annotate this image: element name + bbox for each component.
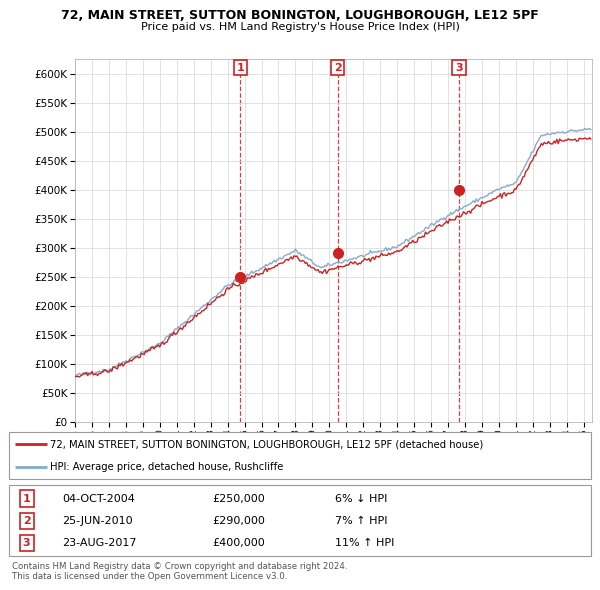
Text: 3: 3 — [455, 63, 463, 73]
Text: 6% ↓ HPI: 6% ↓ HPI — [335, 494, 388, 503]
Text: 1: 1 — [23, 494, 31, 503]
Text: 3: 3 — [23, 538, 31, 548]
Text: 04-OCT-2004: 04-OCT-2004 — [62, 494, 135, 503]
Text: Contains HM Land Registry data © Crown copyright and database right 2024.: Contains HM Land Registry data © Crown c… — [12, 562, 347, 571]
Text: This data is licensed under the Open Government Licence v3.0.: This data is licensed under the Open Gov… — [12, 572, 287, 581]
FancyBboxPatch shape — [9, 485, 591, 556]
Text: 11% ↑ HPI: 11% ↑ HPI — [335, 538, 395, 548]
Text: 7% ↑ HPI: 7% ↑ HPI — [335, 516, 388, 526]
FancyBboxPatch shape — [9, 432, 591, 479]
Text: 2: 2 — [334, 63, 341, 73]
Text: 1: 1 — [236, 63, 244, 73]
Text: £400,000: £400,000 — [212, 538, 265, 548]
Text: Price paid vs. HM Land Registry's House Price Index (HPI): Price paid vs. HM Land Registry's House … — [140, 22, 460, 32]
Text: £290,000: £290,000 — [212, 516, 265, 526]
Text: 25-JUN-2010: 25-JUN-2010 — [62, 516, 133, 526]
Text: £250,000: £250,000 — [212, 494, 265, 503]
Text: 23-AUG-2017: 23-AUG-2017 — [62, 538, 136, 548]
Text: 72, MAIN STREET, SUTTON BONINGTON, LOUGHBOROUGH, LE12 5PF: 72, MAIN STREET, SUTTON BONINGTON, LOUGH… — [61, 9, 539, 22]
Text: 72, MAIN STREET, SUTTON BONINGTON, LOUGHBOROUGH, LE12 5PF (detached house): 72, MAIN STREET, SUTTON BONINGTON, LOUGH… — [50, 439, 484, 449]
Text: HPI: Average price, detached house, Rushcliffe: HPI: Average price, detached house, Rush… — [50, 463, 283, 473]
Text: 2: 2 — [23, 516, 31, 526]
